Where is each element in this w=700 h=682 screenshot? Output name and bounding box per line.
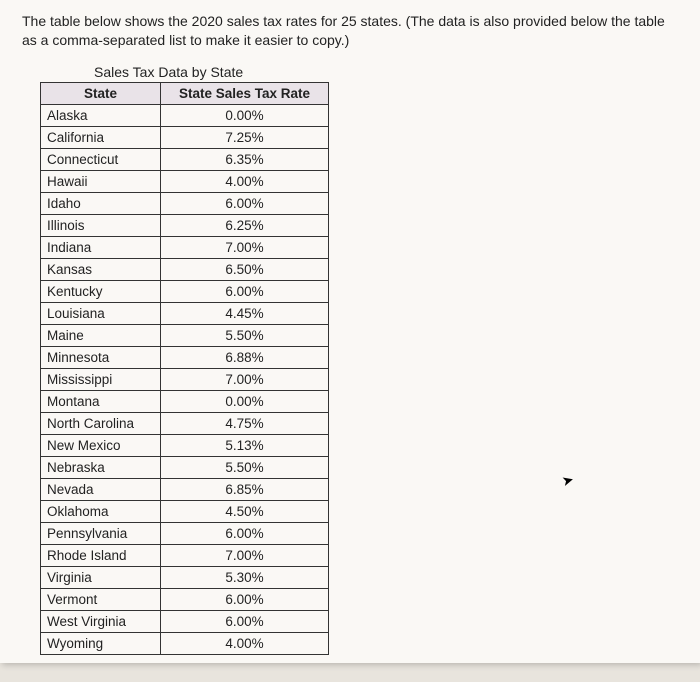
document-page: The table below shows the 2020 sales tax…	[0, 0, 700, 663]
cell-state: North Carolina	[41, 412, 161, 434]
table-row: Connecticut6.35%	[41, 148, 329, 170]
cell-rate: 6.00%	[161, 522, 329, 544]
cell-state: Nevada	[41, 478, 161, 500]
table-row: Wyoming4.00%	[41, 632, 329, 654]
cell-state: Minnesota	[41, 346, 161, 368]
cell-rate: 6.88%	[161, 346, 329, 368]
cell-rate: 6.50%	[161, 258, 329, 280]
cell-rate: 7.25%	[161, 126, 329, 148]
cell-rate: 6.25%	[161, 214, 329, 236]
cell-rate: 4.75%	[161, 412, 329, 434]
table-row: Louisiana4.45%	[41, 302, 329, 324]
table-header-row: State State Sales Tax Rate	[41, 82, 329, 104]
cell-rate: 5.13%	[161, 434, 329, 456]
table-row: North Carolina4.75%	[41, 412, 329, 434]
cell-rate: 0.00%	[161, 104, 329, 126]
cell-rate: 7.00%	[161, 236, 329, 258]
cell-state: Connecticut	[41, 148, 161, 170]
cell-rate: 6.00%	[161, 610, 329, 632]
cell-state: Maine	[41, 324, 161, 346]
cell-state: Idaho	[41, 192, 161, 214]
col-header-state: State	[41, 82, 161, 104]
table-caption: Sales Tax Data by State	[22, 64, 678, 80]
cell-rate: 5.30%	[161, 566, 329, 588]
table-row: West Virginia6.00%	[41, 610, 329, 632]
cell-state: Kansas	[41, 258, 161, 280]
cell-rate: 5.50%	[161, 324, 329, 346]
table-row: Illinois6.25%	[41, 214, 329, 236]
cell-state: New Mexico	[41, 434, 161, 456]
table-row: Pennsylvania6.00%	[41, 522, 329, 544]
table-row: Minnesota6.88%	[41, 346, 329, 368]
col-header-rate: State Sales Tax Rate	[161, 82, 329, 104]
table-row: Kansas6.50%	[41, 258, 329, 280]
table-row: Nevada6.85%	[41, 478, 329, 500]
table-row: Idaho6.00%	[41, 192, 329, 214]
cell-state: Virginia	[41, 566, 161, 588]
table-row: Virginia5.30%	[41, 566, 329, 588]
cell-rate: 4.00%	[161, 632, 329, 654]
cell-state: Alaska	[41, 104, 161, 126]
cell-rate: 6.00%	[161, 280, 329, 302]
cell-rate: 6.00%	[161, 588, 329, 610]
cell-state: Louisiana	[41, 302, 161, 324]
cell-rate: 6.00%	[161, 192, 329, 214]
table-row: Vermont6.00%	[41, 588, 329, 610]
cell-state: Wyoming	[41, 632, 161, 654]
cell-state: Indiana	[41, 236, 161, 258]
cell-rate: 4.45%	[161, 302, 329, 324]
cell-state: Montana	[41, 390, 161, 412]
cell-state: Kentucky	[41, 280, 161, 302]
table-body: Alaska0.00%California7.25%Connecticut6.3…	[41, 104, 329, 654]
cell-state: Mississippi	[41, 368, 161, 390]
sales-tax-table: State State Sales Tax Rate Alaska0.00%Ca…	[40, 82, 329, 655]
cell-state: Nebraska	[41, 456, 161, 478]
cell-rate: 7.00%	[161, 368, 329, 390]
table-row: Oklahoma4.50%	[41, 500, 329, 522]
cell-state: Oklahoma	[41, 500, 161, 522]
cell-state: Pennsylvania	[41, 522, 161, 544]
table-row: Montana0.00%	[41, 390, 329, 412]
cell-state: Vermont	[41, 588, 161, 610]
table-row: Hawaii4.00%	[41, 170, 329, 192]
cell-rate: 5.50%	[161, 456, 329, 478]
cell-state: Illinois	[41, 214, 161, 236]
cell-rate: 4.50%	[161, 500, 329, 522]
table-row: Mississippi7.00%	[41, 368, 329, 390]
cell-state: Rhode Island	[41, 544, 161, 566]
table-row: Rhode Island7.00%	[41, 544, 329, 566]
cell-state: West Virginia	[41, 610, 161, 632]
table-row: California7.25%	[41, 126, 329, 148]
intro-text: The table below shows the 2020 sales tax…	[22, 12, 678, 50]
cell-rate: 6.35%	[161, 148, 329, 170]
table-row: Indiana7.00%	[41, 236, 329, 258]
cell-rate: 6.85%	[161, 478, 329, 500]
table-wrap: State State Sales Tax Rate Alaska0.00%Ca…	[22, 82, 678, 655]
table-row: Alaska0.00%	[41, 104, 329, 126]
table-row: New Mexico5.13%	[41, 434, 329, 456]
cell-state: California	[41, 126, 161, 148]
table-row: Nebraska5.50%	[41, 456, 329, 478]
table-row: Kentucky6.00%	[41, 280, 329, 302]
cell-state: Hawaii	[41, 170, 161, 192]
cell-rate: 4.00%	[161, 170, 329, 192]
cell-rate: 0.00%	[161, 390, 329, 412]
cell-rate: 7.00%	[161, 544, 329, 566]
table-row: Maine5.50%	[41, 324, 329, 346]
